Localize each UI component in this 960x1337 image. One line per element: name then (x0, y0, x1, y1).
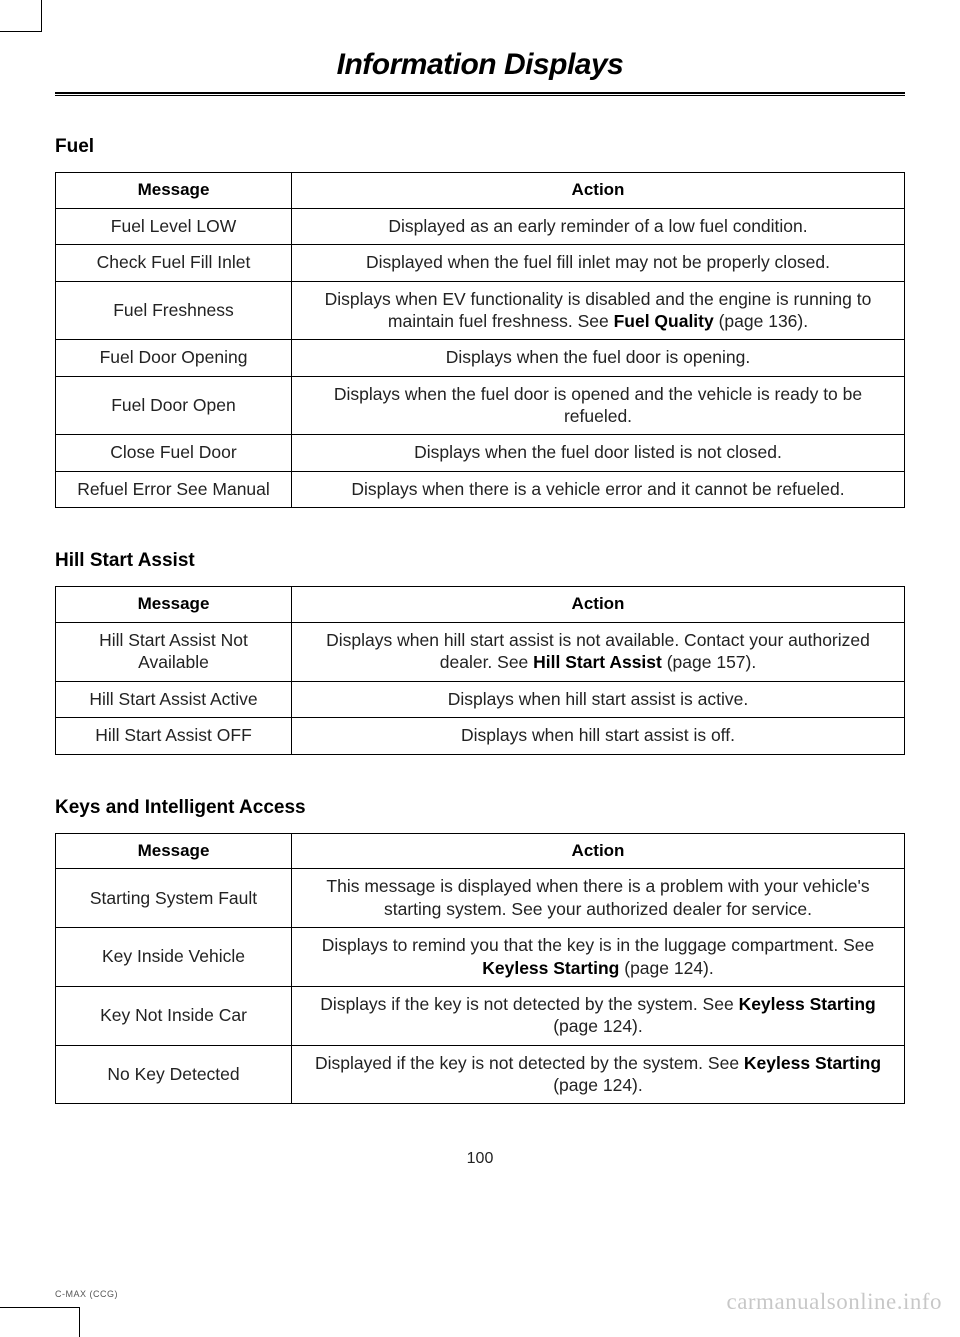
bold-ref: Keyless Starting (482, 958, 619, 978)
table-row: Fuel Level LOWDisplayed as an early remi… (56, 208, 905, 244)
table-row: Close Fuel DoorDisplays when the fuel do… (56, 435, 905, 471)
message-cell: Refuel Error See Manual (56, 471, 292, 507)
bold-ref: Keyless Starting (744, 1053, 881, 1073)
message-cell: Fuel Door Open (56, 376, 292, 435)
table-header: Message (56, 587, 292, 623)
action-cell: Displays if the key is not detected by t… (292, 986, 905, 1045)
crop-mark-top-left (0, 0, 42, 32)
title-rule-thick (55, 92, 905, 94)
message-cell: Close Fuel Door (56, 435, 292, 471)
page-number: 100 (55, 1150, 905, 1168)
message-cell: Check Fuel Fill Inlet (56, 245, 292, 281)
table-header: Message (56, 173, 292, 209)
section-heading: Keys and Intelligent Access (55, 797, 905, 819)
table-row: Check Fuel Fill InletDisplayed when the … (56, 245, 905, 281)
section-heading: Hill Start Assist (55, 550, 905, 572)
chapter-title: Information Displays (55, 48, 905, 92)
table-row: Fuel Door OpeningDisplays when the fuel … (56, 340, 905, 376)
action-cell: Displays to remind you that the key is i… (292, 928, 905, 987)
bold-ref: Hill Start Assist (533, 652, 662, 672)
message-table: MessageActionStarting System FaultThis m… (55, 833, 905, 1105)
action-cell: This message is displayed when there is … (292, 869, 905, 928)
table-row: Hill Start Assist Not AvailableDisplays … (56, 623, 905, 682)
table-row: Hill Start Assist OFFDisplays when hill … (56, 718, 905, 754)
table-header: Message (56, 833, 292, 869)
table-row: Hill Start Assist ActiveDisplays when hi… (56, 681, 905, 717)
action-cell: Displays when hill start assist is not a… (292, 623, 905, 682)
action-cell: Displays when hill start assist is off. (292, 718, 905, 754)
action-cell: Displayed if the key is not detected by … (292, 1045, 905, 1104)
crop-mark-bottom-left (0, 1307, 80, 1337)
action-cell: Displays when EV functionality is disabl… (292, 281, 905, 340)
table-row: Key Not Inside CarDisplays if the key is… (56, 986, 905, 1045)
message-cell: Fuel Door Opening (56, 340, 292, 376)
action-cell: Displayed as an early reminder of a low … (292, 208, 905, 244)
table-row: Refuel Error See ManualDisplays when the… (56, 471, 905, 507)
message-table: MessageActionHill Start Assist Not Avail… (55, 586, 905, 754)
message-cell: Fuel Level LOW (56, 208, 292, 244)
bold-ref: Keyless Starting (739, 994, 876, 1014)
message-cell: Key Inside Vehicle (56, 928, 292, 987)
watermark: carmanualsonline.info (726, 1289, 942, 1315)
table-row: No Key DetectedDisplayed if the key is n… (56, 1045, 905, 1104)
message-cell: Hill Start Assist OFF (56, 718, 292, 754)
action-cell: Displays when there is a vehicle error a… (292, 471, 905, 507)
table-header: Action (292, 587, 905, 623)
table-row: Starting System FaultThis message is dis… (56, 869, 905, 928)
action-cell: Displays when hill start assist is activ… (292, 681, 905, 717)
message-cell: Starting System Fault (56, 869, 292, 928)
message-cell: Fuel Freshness (56, 281, 292, 340)
page-content: Information Displays FuelMessageActionFu… (55, 48, 905, 1168)
action-cell: Displays when the fuel door is opening. (292, 340, 905, 376)
table-header: Action (292, 833, 905, 869)
table-row: Fuel FreshnessDisplays when EV functiona… (56, 281, 905, 340)
message-cell: No Key Detected (56, 1045, 292, 1104)
message-cell: Hill Start Assist Active (56, 681, 292, 717)
table-row: Key Inside VehicleDisplays to remind you… (56, 928, 905, 987)
footer-code: C-MAX (CCG) (55, 1289, 118, 1299)
message-cell: Hill Start Assist Not Available (56, 623, 292, 682)
table-row: Fuel Door OpenDisplays when the fuel doo… (56, 376, 905, 435)
message-table: MessageActionFuel Level LOWDisplayed as … (55, 172, 905, 508)
title-rule-thin (55, 95, 905, 96)
table-header: Action (292, 173, 905, 209)
action-cell: Displays when the fuel door listed is no… (292, 435, 905, 471)
message-cell: Key Not Inside Car (56, 986, 292, 1045)
action-cell: Displayed when the fuel fill inlet may n… (292, 245, 905, 281)
action-cell: Displays when the fuel door is opened an… (292, 376, 905, 435)
bold-ref: Fuel Quality (614, 311, 714, 331)
section-heading: Fuel (55, 136, 905, 158)
